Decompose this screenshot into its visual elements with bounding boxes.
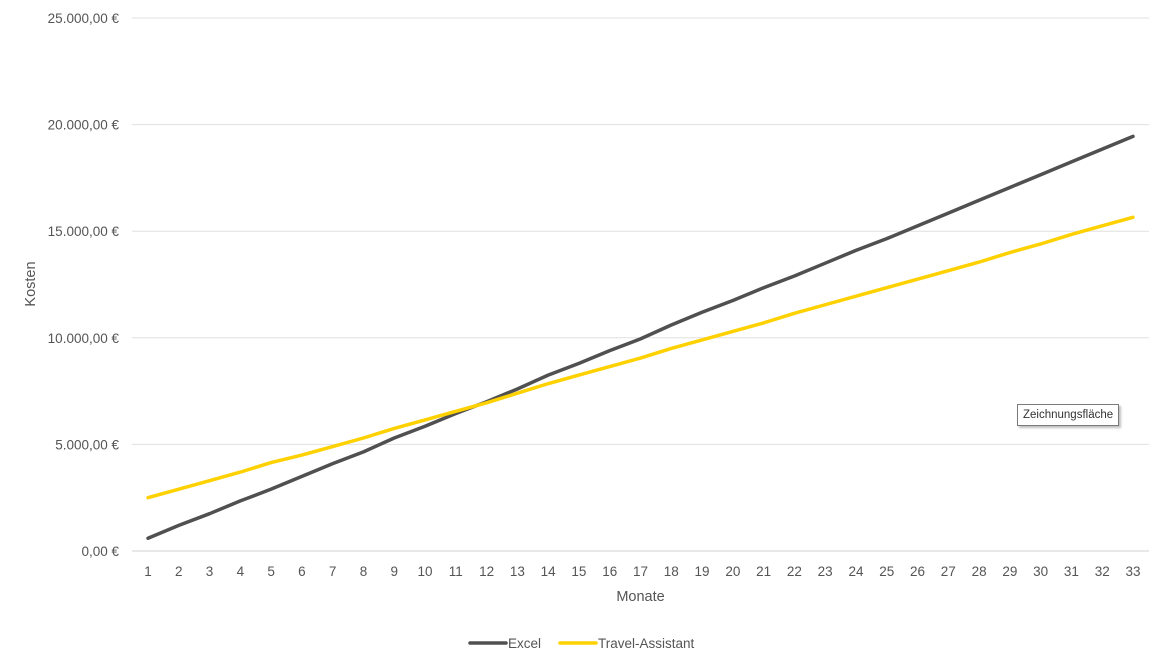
x-tick-label: 30 (1033, 564, 1048, 579)
x-tick-label: 12 (479, 564, 494, 579)
x-tick-label: 7 (329, 564, 337, 579)
x-axis-ticks: 1 2 3 4 5 6 7 8 9 10 11 12 13 14 15 16 17 18 19 20 21 22 23 24 2… (144, 564, 1140, 579)
plot-area-tooltip: Zeichnungsfläche (1017, 404, 1120, 426)
x-tick-label: 26 (910, 564, 925, 579)
x-tick-label: 1 (144, 564, 152, 579)
series-lines (146, 134, 1135, 540)
x-tick-label: 18 (664, 564, 679, 579)
x-tick-label: 15 (571, 564, 586, 579)
x-tick-label: 8 (360, 564, 368, 579)
x-tick-label: 31 (1064, 564, 1079, 579)
y-tick-label: 5.000,00 € (55, 437, 119, 452)
x-tick-label: 14 (541, 564, 557, 579)
x-axis-title: Monate (616, 589, 664, 605)
x-tick-label: 2 (175, 564, 183, 579)
x-tick-label: 19 (695, 564, 710, 579)
x-tick-label: 17 (633, 564, 648, 579)
x-tick-label: 10 (418, 564, 433, 579)
x-tick-label: 28 (972, 564, 987, 579)
x-tick-label: 27 (941, 564, 956, 579)
x-tick-label: 25 (879, 564, 894, 579)
x-tick-label: 22 (787, 564, 802, 579)
y-tick-label: 0,00 € (81, 544, 119, 559)
x-tick-label: 29 (1002, 564, 1017, 579)
x-tick-label: 9 (390, 564, 398, 579)
series-line-excel (146, 134, 1135, 540)
legend: Excel Travel-Assistant (468, 636, 695, 651)
x-tick-label: 6 (298, 564, 306, 579)
y-tick-label: 15.000,00 € (48, 224, 120, 239)
x-tick-label: 20 (725, 564, 740, 579)
x-tick-label: 5 (267, 564, 275, 579)
x-tick-label: 23 (818, 564, 833, 579)
legend-label: Excel (508, 636, 541, 651)
y-axis-ticks: 0,00 € 5.000,00 € 10.000,00 € 15.000,00 € 20… (48, 11, 120, 559)
x-tick-label: 21 (756, 564, 771, 579)
y-axis-title: Kosten (23, 261, 39, 306)
x-tick-label: 11 (449, 564, 463, 579)
x-tick-label: 16 (602, 564, 617, 579)
y-tick-label: 25.000,00 € (48, 11, 120, 26)
series-line-travel-assistant (146, 215, 1135, 500)
x-tick-label: 4 (237, 564, 245, 579)
x-tick-label: 32 (1095, 564, 1110, 579)
y-tick-label: 20.000,00 € (48, 118, 120, 133)
x-tick-label: 24 (848, 564, 864, 579)
y-tick-label: 10.000,00 € (48, 331, 120, 346)
legend-label: Travel-Assistant (598, 636, 695, 651)
x-tick-label: 13 (510, 564, 525, 579)
x-tick-label: 3 (206, 564, 214, 579)
gridlines (132, 17, 1149, 552)
x-tick-label: 33 (1125, 564, 1140, 579)
